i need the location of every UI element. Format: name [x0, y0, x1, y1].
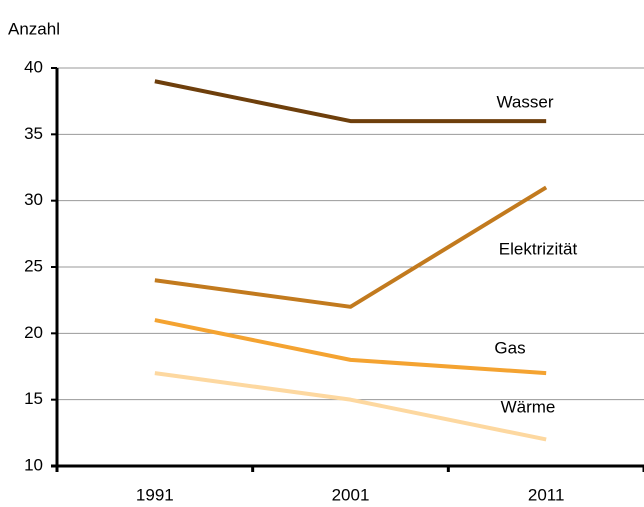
y-tick-label: 10 [24, 455, 43, 474]
x-tick-label: 2011 [528, 485, 565, 504]
y-tick-label: 20 [24, 323, 43, 342]
series-line [154, 185, 548, 309]
x-tick-label: 2001 [332, 485, 370, 504]
series-label: Elektrizität [499, 239, 578, 258]
series-line [154, 318, 547, 376]
series-label: Gas [494, 338, 525, 357]
series-line [154, 79, 547, 124]
y-axis-label: Anzahl [8, 19, 60, 38]
series-label: Wasser [497, 92, 554, 111]
y-tick-label: 25 [24, 256, 43, 275]
series-line [154, 371, 547, 442]
y-tick-label: 40 [24, 57, 43, 76]
x-tick-label: 1991 [136, 485, 174, 504]
series-label: Wärme [501, 397, 556, 416]
y-tick-label: 35 [24, 124, 43, 143]
y-tick-label: 15 [24, 389, 43, 408]
y-tick-label: 30 [24, 190, 43, 209]
